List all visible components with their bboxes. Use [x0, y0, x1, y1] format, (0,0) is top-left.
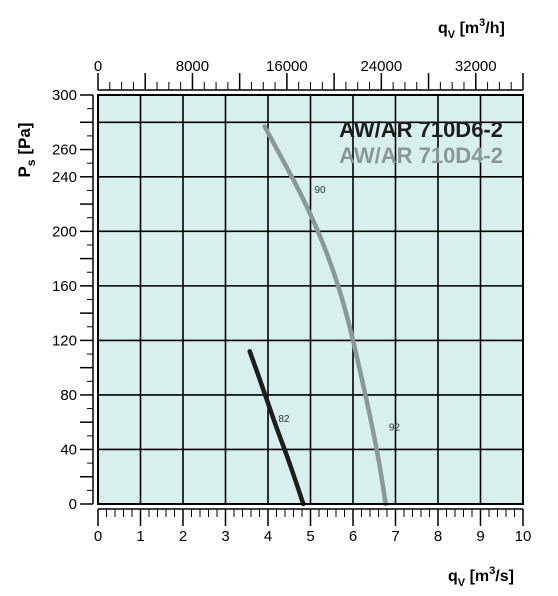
legend-layer: AW/AR 710D6-2AW/AR 710D4-2: [339, 117, 503, 168]
left-axis-tick-label: 160: [52, 278, 77, 295]
series-line-2: [262, 124, 388, 507]
left-axis-tick-label: 80: [60, 387, 77, 404]
efficiency-label: 90: [315, 185, 327, 196]
bottom-axis-tick-label: 0: [94, 528, 102, 545]
left-axis-tick-label: 0: [69, 496, 77, 513]
top-axis-tick-label: 8000: [176, 58, 209, 75]
bottom-axis-tick-label: 6: [349, 528, 357, 545]
top-axis-tick-label: 32000: [455, 58, 497, 75]
top-axis-title-unit-pre: [m: [460, 20, 480, 37]
y-axis-title: Ps [Pa]: [15, 123, 38, 178]
bottom-axis-title: qV [m3/s]: [448, 565, 514, 589]
bottom-axis-title-main: q: [448, 568, 458, 585]
top-axis-title-sub: V: [448, 29, 456, 41]
top-axis-title-main: q: [438, 20, 448, 37]
y-axis-title-main: P: [15, 166, 34, 177]
annotation-layer: 82 90 92: [278, 185, 400, 433]
left-axis-tick-label: 240: [52, 169, 77, 186]
bottom-axis-title-unit-post: /s]: [495, 568, 514, 585]
bottom-axis-tick-label: 9: [476, 528, 484, 545]
left-axis-tick-label: 200: [52, 223, 77, 240]
top-axis-title: qV [m3/h]: [438, 17, 505, 41]
bottom-axis-tick-label: 1: [136, 528, 144, 545]
grid-layer: [98, 95, 523, 504]
series-layer: [247, 124, 388, 507]
top-axis-tick-label: 16000: [266, 58, 308, 75]
y-axis-title-sub: s: [24, 159, 38, 166]
left-axis-tick-label: 300: [52, 87, 77, 104]
top-axis-title-unit-post: /h]: [485, 20, 505, 37]
plot-frame: [97, 94, 524, 505]
bottom-axis-tick-label: 4: [264, 528, 272, 545]
bottom-axis-tick-label: 7: [391, 528, 399, 545]
bottom-axis-tick-label: 8: [434, 528, 442, 545]
top-axis-tick-label: 0: [94, 58, 102, 75]
efficiency-label: 92: [389, 422, 401, 433]
axis-layer: 0 1 2 3 4 5 6 7 8 9 10 0 8000 16000 24000 32000 0 40 80 120…: [52, 58, 531, 545]
efficiency-label: 82: [278, 414, 290, 425]
series-line-1: [247, 349, 306, 507]
legend-entry-2: AW/AR 710D4-2: [339, 143, 503, 168]
legend-entry-1: AW/AR 710D6-2: [339, 117, 503, 142]
bottom-axis-title-sub: V: [458, 577, 466, 589]
bottom-axis-tick-label: 10: [515, 528, 532, 545]
y-axis-title-unit: [Pa]: [15, 123, 34, 155]
top-axis-tick-label: 24000: [360, 58, 402, 75]
bottom-axis-tick-label: 5: [306, 528, 314, 545]
bottom-axis-tick-label: 2: [179, 528, 187, 545]
bottom-axis-tick-label: 3: [221, 528, 229, 545]
left-axis-tick-label: 260: [52, 142, 77, 159]
top-axis-title-unit-sup: 3: [479, 17, 485, 29]
bottom-axis-title-unit-pre: [m: [470, 568, 490, 585]
left-axis-tick-label: 120: [52, 332, 77, 349]
bottom-axis-title-unit-sup: 3: [489, 565, 495, 577]
left-axis-tick-label: 40: [60, 441, 77, 458]
